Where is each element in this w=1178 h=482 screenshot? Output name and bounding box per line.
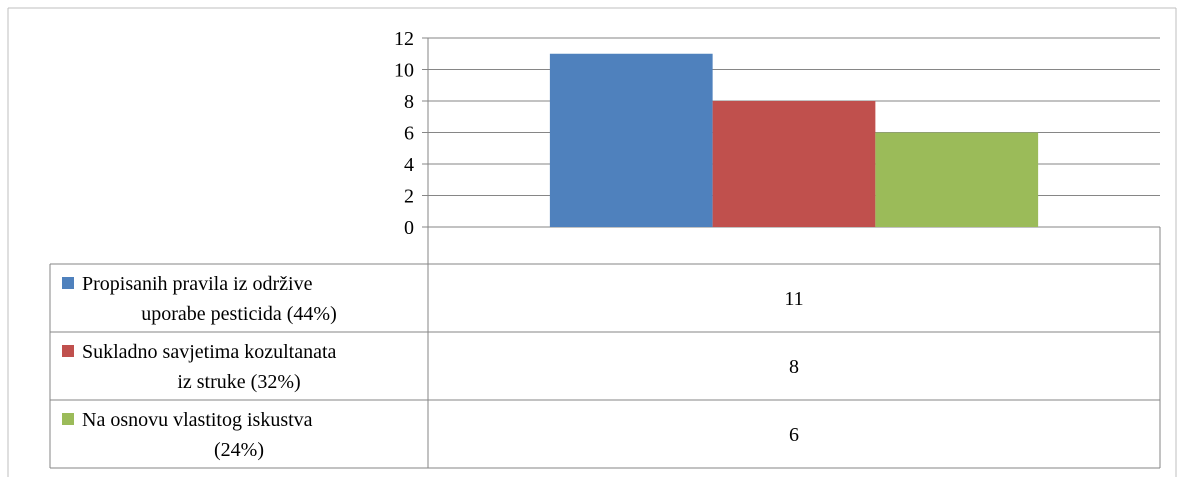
legend-label-1-line-1: Propisanih pravila iz održive xyxy=(82,273,313,295)
bar-2 xyxy=(713,101,876,227)
legend-key-3 xyxy=(62,413,74,425)
data-value-1: 11 xyxy=(784,288,803,310)
bar-3 xyxy=(875,133,1038,228)
legend-key-2 xyxy=(62,345,74,357)
y-tick-label: 4 xyxy=(404,154,414,176)
y-tick-label: 2 xyxy=(404,186,414,208)
data-value-3: 6 xyxy=(789,424,799,446)
legend-label-1-line-2: uporabe pesticida (44%) xyxy=(141,303,336,325)
bar-1 xyxy=(550,54,713,227)
y-tick-label: 8 xyxy=(404,91,414,113)
legend-key-1 xyxy=(62,277,74,289)
data-value-2: 8 xyxy=(789,356,799,378)
y-tick-label: 6 xyxy=(404,123,414,145)
y-tick-label: 10 xyxy=(394,60,414,82)
y-tick-label: 0 xyxy=(404,217,414,239)
legend-label-3-line-2: (24%) xyxy=(214,439,264,461)
legend-label-2-line-1: Sukladno savjetima kozultanata xyxy=(82,341,336,363)
legend-label-2-line-2: iz struke (32%) xyxy=(177,371,300,393)
legend-label-3-line-1: Na osnovu vlastitog iskustva xyxy=(82,409,313,431)
y-tick-label: 12 xyxy=(394,28,414,50)
